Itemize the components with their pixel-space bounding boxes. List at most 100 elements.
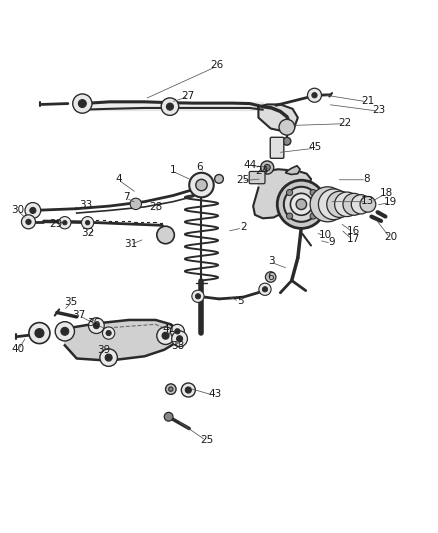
Circle shape: [166, 103, 173, 110]
Circle shape: [296, 199, 307, 209]
Circle shape: [196, 179, 207, 191]
Circle shape: [264, 165, 270, 171]
Circle shape: [286, 189, 293, 196]
Text: 26: 26: [210, 60, 223, 70]
Circle shape: [279, 119, 295, 135]
Circle shape: [343, 193, 365, 215]
Text: 1: 1: [170, 165, 177, 175]
Text: 21: 21: [361, 96, 374, 106]
Text: 37: 37: [72, 310, 85, 320]
Circle shape: [157, 226, 174, 244]
Text: 20: 20: [384, 232, 397, 242]
Circle shape: [162, 332, 169, 339]
Circle shape: [265, 272, 276, 282]
Circle shape: [157, 327, 174, 344]
Circle shape: [172, 331, 187, 346]
Circle shape: [88, 318, 104, 334]
Text: 45: 45: [309, 142, 322, 152]
Circle shape: [318, 189, 349, 220]
Circle shape: [100, 349, 117, 366]
Circle shape: [63, 221, 67, 225]
Circle shape: [93, 322, 99, 329]
Text: 25: 25: [200, 434, 213, 445]
FancyBboxPatch shape: [270, 138, 284, 158]
Text: 2: 2: [240, 222, 247, 232]
Text: 30: 30: [11, 205, 24, 215]
Text: 5: 5: [237, 296, 244, 305]
Text: 32: 32: [81, 228, 94, 238]
Circle shape: [81, 216, 94, 229]
Circle shape: [161, 98, 179, 115]
Circle shape: [35, 329, 44, 337]
Text: 10: 10: [318, 230, 332, 240]
Circle shape: [192, 290, 204, 302]
Circle shape: [284, 187, 319, 222]
Text: 31: 31: [124, 239, 137, 249]
Circle shape: [25, 203, 41, 219]
Text: 9: 9: [328, 237, 336, 247]
Text: 4: 4: [115, 174, 122, 184]
Text: 24: 24: [255, 166, 268, 176]
Text: 23: 23: [372, 105, 385, 115]
Circle shape: [78, 100, 86, 108]
Circle shape: [29, 322, 50, 344]
Circle shape: [335, 192, 359, 216]
Text: 35: 35: [64, 297, 78, 308]
Circle shape: [130, 198, 141, 209]
Circle shape: [164, 413, 173, 421]
Circle shape: [85, 221, 90, 225]
Text: 27: 27: [182, 91, 195, 101]
Circle shape: [283, 138, 291, 145]
Circle shape: [310, 213, 316, 219]
Text: 13: 13: [360, 196, 374, 206]
Polygon shape: [65, 320, 180, 361]
Polygon shape: [253, 169, 311, 219]
Text: 33: 33: [79, 200, 92, 210]
Polygon shape: [286, 166, 300, 174]
Circle shape: [177, 336, 183, 342]
Circle shape: [262, 287, 268, 292]
Text: 8: 8: [364, 174, 371, 184]
Circle shape: [189, 173, 214, 197]
Text: 29: 29: [49, 219, 63, 229]
Circle shape: [310, 187, 345, 222]
Circle shape: [170, 324, 184, 338]
Circle shape: [259, 283, 271, 295]
Text: 7: 7: [123, 192, 130, 203]
Circle shape: [185, 387, 191, 393]
Circle shape: [73, 94, 92, 113]
Text: 40: 40: [12, 344, 25, 354]
Text: 36: 36: [88, 318, 101, 328]
Circle shape: [30, 207, 36, 214]
Circle shape: [215, 174, 223, 183]
Text: 19: 19: [384, 197, 397, 207]
Text: 39: 39: [98, 345, 111, 355]
Circle shape: [21, 215, 35, 229]
Circle shape: [169, 387, 173, 391]
Circle shape: [106, 330, 111, 336]
Circle shape: [307, 88, 321, 102]
Polygon shape: [258, 104, 298, 132]
Circle shape: [277, 180, 325, 229]
Text: 25: 25: [237, 175, 250, 185]
Text: 44: 44: [244, 160, 257, 170]
Circle shape: [261, 161, 274, 174]
Circle shape: [166, 384, 176, 394]
Circle shape: [61, 327, 69, 335]
Text: 17: 17: [347, 235, 360, 244]
Circle shape: [327, 191, 353, 217]
Text: 41: 41: [162, 324, 175, 334]
Text: 16: 16: [347, 227, 360, 237]
Circle shape: [310, 189, 316, 196]
Circle shape: [181, 383, 195, 397]
Circle shape: [175, 329, 180, 334]
Circle shape: [286, 213, 293, 219]
Circle shape: [360, 197, 376, 212]
Text: 6: 6: [267, 272, 274, 282]
Circle shape: [26, 219, 31, 224]
Text: 43: 43: [208, 390, 221, 399]
Circle shape: [290, 193, 312, 215]
Text: 3: 3: [268, 256, 275, 266]
FancyBboxPatch shape: [249, 172, 265, 184]
Circle shape: [102, 327, 115, 339]
